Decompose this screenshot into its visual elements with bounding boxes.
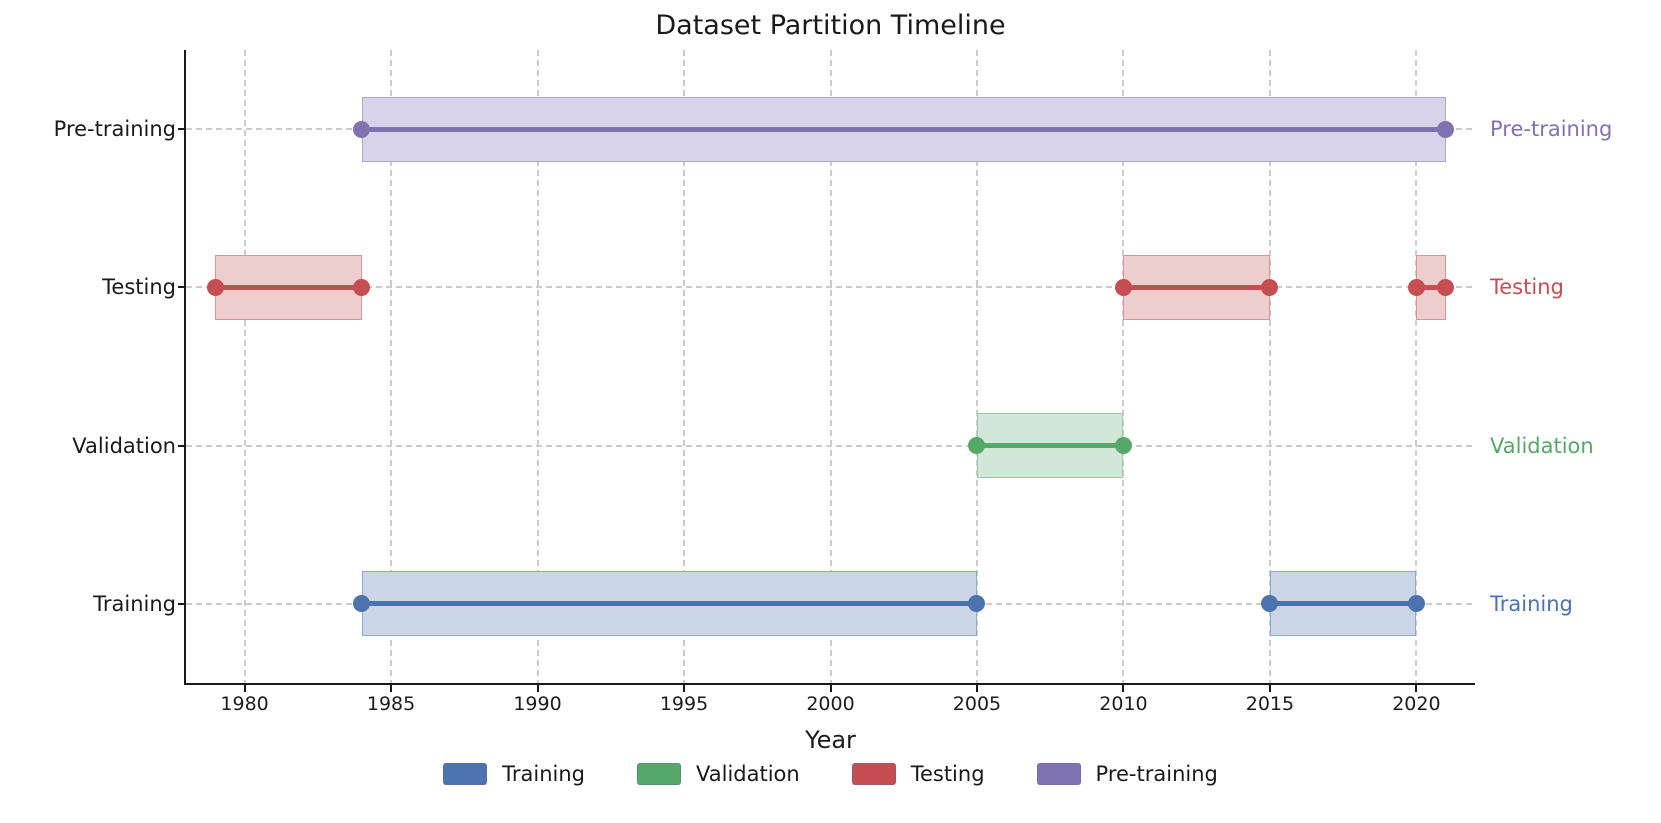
legend-swatch <box>443 763 488 785</box>
x-gridline <box>243 50 246 683</box>
legend-swatch <box>1036 763 1081 785</box>
x-tick-mark <box>1268 685 1271 692</box>
segment-endpoint-dot <box>1114 278 1132 296</box>
x-tick-label: 2015 <box>1245 693 1295 715</box>
y-tick-mark <box>178 286 186 289</box>
segment-endpoint-dot <box>968 595 986 613</box>
segment-endpoint-dot <box>1437 278 1455 296</box>
x-tick-mark <box>390 685 393 692</box>
x-tick-label: 1995 <box>659 693 709 715</box>
x-gridline <box>683 50 686 683</box>
segment-line <box>1123 284 1270 290</box>
segment-endpoint-dot <box>353 120 371 138</box>
y-gridline <box>186 444 1475 447</box>
y-axis-category-label: Validation <box>72 433 176 458</box>
y-tick-mark <box>178 602 186 605</box>
x-tick-mark <box>975 685 978 692</box>
segment-line <box>361 126 1446 132</box>
y-axis-category-label: Training <box>93 591 176 616</box>
x-axis-title: Year <box>805 726 856 754</box>
segment-endpoint-dot <box>1437 120 1455 138</box>
legend-item: Validation <box>637 762 800 786</box>
legend-label: Validation <box>696 762 800 786</box>
x-tick-mark <box>243 685 246 692</box>
x-tick-mark <box>683 685 686 692</box>
legend-label: Pre-training <box>1095 762 1218 786</box>
x-gridline <box>1122 50 1125 683</box>
x-tick-mark <box>1122 685 1125 692</box>
legend: Training Validation Testing Pre-training <box>186 762 1475 786</box>
row-end-label: Training <box>1490 591 1573 616</box>
y-axis-spine <box>184 50 186 685</box>
row-end-label: Testing <box>1490 275 1564 300</box>
x-gridline <box>390 50 393 683</box>
segment-endpoint-dot <box>206 278 224 296</box>
x-tick-label: 2000 <box>806 693 855 715</box>
segment-endpoint-dot <box>1407 595 1425 613</box>
segment-endpoint-dot <box>1114 437 1132 455</box>
segment-line <box>976 443 1124 449</box>
segment-endpoint-dot <box>353 278 371 296</box>
row-end-label: Validation <box>1490 433 1594 458</box>
legend-swatch <box>637 763 681 785</box>
legend-label: Training <box>502 762 585 786</box>
segment-line <box>215 284 362 290</box>
segment-endpoint-dot <box>1261 595 1279 613</box>
y-axis-category-label: Pre-training <box>53 117 176 142</box>
x-gridline <box>1415 50 1418 683</box>
x-tick-label: 2005 <box>952 693 1002 715</box>
segment-line <box>1269 601 1417 607</box>
y-tick-mark <box>178 444 186 447</box>
x-tick-label: 1990 <box>513 693 562 715</box>
segment-line <box>361 601 977 607</box>
x-tick-mark <box>536 685 539 692</box>
x-tick-mark <box>1415 685 1418 692</box>
x-tick-label: 1980 <box>220 693 269 715</box>
legend-item: Testing <box>851 762 985 786</box>
segment-endpoint-dot <box>1261 278 1279 296</box>
legend-label: Testing <box>910 762 985 786</box>
x-gridline <box>975 50 978 683</box>
x-tick-label: 1985 <box>366 693 416 715</box>
x-tick-label: 2010 <box>1099 693 1148 715</box>
legend-item: Training <box>443 762 585 786</box>
y-gridline <box>186 286 1475 289</box>
segment-endpoint-dot <box>1407 278 1425 296</box>
x-tick-label: 2020 <box>1392 693 1441 715</box>
chart-title: Dataset Partition Timeline <box>655 10 1006 41</box>
segment-line <box>1416 284 1446 290</box>
x-gridline <box>1268 50 1271 683</box>
x-gridline <box>536 50 539 683</box>
row-end-label: Pre-training <box>1490 117 1613 142</box>
x-axis-spine <box>184 683 1475 685</box>
segment-endpoint-dot <box>968 437 986 455</box>
x-gridline <box>829 50 832 683</box>
segment-endpoint-dot <box>353 595 371 613</box>
y-axis-category-label: Testing <box>102 275 176 300</box>
legend-item: Pre-training <box>1036 762 1218 786</box>
y-tick-mark <box>178 128 186 131</box>
x-tick-mark <box>829 685 832 692</box>
legend-swatch <box>851 763 896 785</box>
